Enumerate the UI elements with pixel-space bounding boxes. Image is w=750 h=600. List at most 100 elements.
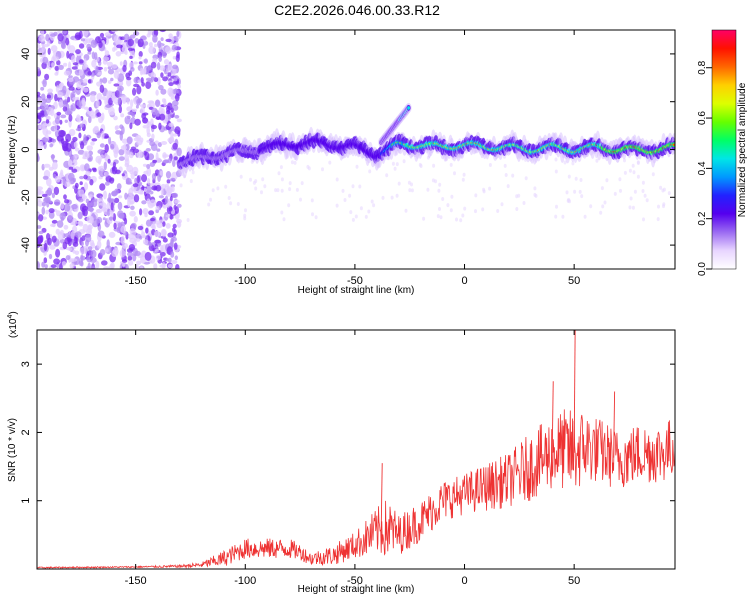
noise-cell — [45, 33, 50, 42]
noise-cell — [120, 113, 125, 118]
noise-cell — [92, 168, 97, 173]
noise-cell — [149, 199, 157, 207]
noise-cell — [48, 208, 55, 214]
y-tick-label: 0 — [20, 146, 32, 152]
noise-cell — [120, 225, 126, 234]
noise-cell — [104, 50, 110, 57]
noise-cell — [72, 241, 79, 247]
noise-cell — [172, 142, 178, 150]
noise-cell — [132, 254, 137, 262]
noise-cell — [84, 163, 90, 172]
background-cell — [179, 183, 183, 188]
spectrogram-y-label: Frequency (Hz) — [7, 116, 18, 185]
spectrogram-y-axis: -40 -20 0 20 40 — [20, 48, 675, 253]
noise-cell — [173, 76, 178, 82]
noise-cell — [71, 168, 78, 173]
noise-cell — [63, 194, 67, 200]
noise-cell — [54, 199, 61, 207]
noise-cell — [37, 235, 43, 244]
noise-cell — [167, 232, 174, 238]
noise-cell — [47, 237, 52, 246]
noise-cell — [89, 216, 94, 224]
noise-cell — [144, 251, 152, 261]
noise-cell — [46, 94, 52, 99]
noise-cell — [51, 235, 57, 243]
noise-cell — [63, 199, 70, 204]
noise-cell — [104, 143, 109, 153]
y-tick-label: 20 — [20, 96, 32, 108]
noise-cell — [152, 221, 156, 230]
noise-cell — [132, 183, 139, 188]
snr-spike — [551, 381, 554, 453]
background-cell — [623, 170, 627, 175]
noise-cell — [96, 208, 101, 213]
noise-cell — [159, 219, 164, 223]
y-tick-label: 3 — [20, 361, 32, 367]
noise-cell — [124, 192, 128, 200]
noise-cell — [50, 108, 55, 117]
noise-cell — [146, 167, 152, 177]
noise-cell — [160, 187, 164, 196]
noise-cell — [172, 223, 177, 229]
noise-cell — [49, 244, 56, 250]
noise-cell — [103, 266, 111, 269]
noise-cell — [58, 83, 63, 89]
background-cell — [341, 188, 345, 193]
noise-cell — [133, 194, 140, 203]
noise-cell — [110, 143, 115, 150]
noise-cell — [44, 264, 48, 269]
background-cell — [335, 177, 339, 182]
background-cell — [410, 182, 413, 187]
noise-cell — [157, 40, 162, 49]
noise-cell — [170, 96, 176, 100]
noise-cell — [127, 260, 134, 266]
noise-cell — [177, 84, 181, 89]
background-cell — [463, 206, 467, 211]
noise-cell — [97, 230, 105, 238]
noise-cell — [173, 204, 177, 211]
noise-cell — [45, 104, 49, 110]
noise-cell — [168, 122, 174, 127]
noise-cell — [130, 222, 137, 229]
background-cell — [600, 186, 604, 191]
noise-cell — [103, 67, 108, 72]
noise-cell — [126, 97, 130, 105]
background-cell — [565, 190, 569, 195]
background-cell — [605, 178, 609, 183]
noise-cell — [126, 78, 132, 87]
noise-cell — [83, 182, 89, 191]
snr-panel: -150 -100 -50 0 50 1 2 3 Height of straight li… — [7, 311, 676, 595]
background-cell — [601, 204, 605, 209]
noise-cell — [51, 154, 55, 161]
background-cell — [481, 207, 485, 212]
noise-cell — [98, 205, 102, 209]
noise-cell — [93, 198, 98, 202]
background-cell — [438, 207, 441, 211]
noise-cell — [85, 239, 89, 247]
noise-cell — [176, 221, 182, 228]
noise-cell — [95, 65, 99, 74]
noise-cell — [145, 219, 152, 227]
noise-cell — [132, 87, 137, 96]
noise-cell — [86, 145, 94, 151]
noise-cell — [37, 106, 41, 111]
noise-cell — [72, 62, 79, 66]
background-cell — [282, 217, 286, 222]
noise-cell — [41, 137, 48, 143]
background-cell — [633, 189, 637, 194]
noise-cell — [64, 237, 71, 245]
colorbar-tick-label: 0.8 — [697, 60, 708, 74]
noise-cell — [72, 97, 79, 101]
noise-cell — [119, 213, 125, 219]
noise-cell — [169, 177, 176, 182]
background-cell — [583, 214, 587, 219]
noise-cell — [52, 56, 60, 62]
noise-cell — [115, 51, 122, 57]
background-cell — [287, 203, 291, 208]
noise-cell — [62, 106, 68, 112]
background-cell — [314, 215, 318, 220]
noise-cell — [133, 148, 140, 153]
background-cell — [335, 203, 339, 208]
noise-cell — [165, 171, 172, 179]
noise-cell — [161, 229, 166, 237]
